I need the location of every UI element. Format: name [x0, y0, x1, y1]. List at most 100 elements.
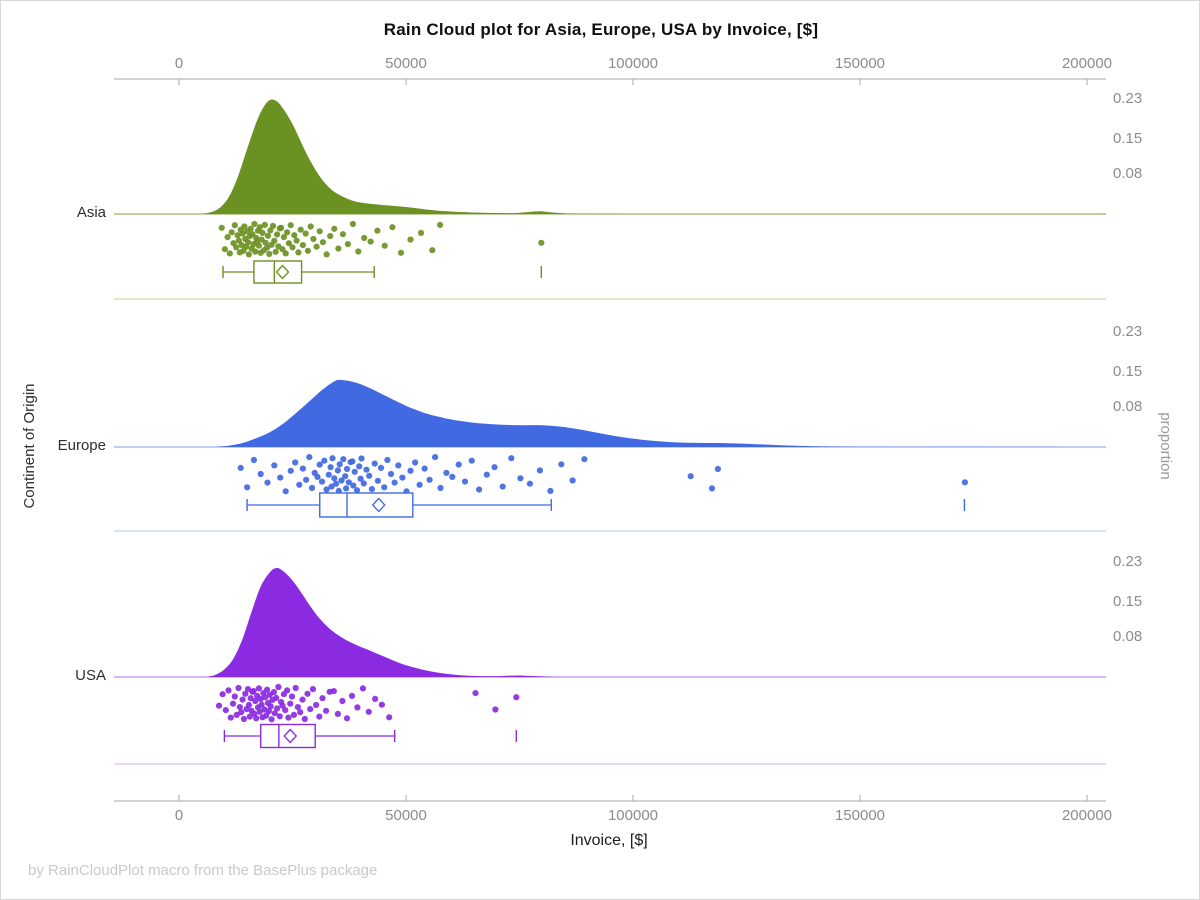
- density-cloud-europe: [215, 379, 1087, 447]
- top-x-tick-label: 50000: [385, 55, 427, 72]
- proportion-tick-label: 0.15: [1113, 363, 1143, 380]
- rain-point-asia: [397, 249, 405, 256]
- rain-point-usa: [287, 700, 294, 707]
- mean-diamond: [371, 497, 386, 513]
- rain-point-europe: [318, 478, 326, 485]
- rain-point-europe: [331, 475, 338, 482]
- category-label-europe: Europe: [57, 437, 106, 454]
- rain-point-usa: [343, 715, 351, 722]
- rain-point-europe: [412, 459, 419, 466]
- rain-point-asia: [429, 247, 436, 254]
- rain-point-europe: [407, 467, 414, 474]
- rain-point-europe: [264, 479, 271, 486]
- rain-point-asia: [331, 225, 338, 232]
- rain-point-usa: [267, 703, 274, 710]
- rain-point-europe: [381, 484, 388, 491]
- rain-point-europe: [536, 467, 544, 474]
- rain-point-usa: [301, 715, 308, 723]
- rain-point-europe: [547, 487, 554, 494]
- rain-point-europe: [526, 480, 534, 487]
- rain-point-usa: [292, 684, 299, 692]
- rain-point-europe: [395, 462, 402, 469]
- y2-axis-title: proportion: [1157, 412, 1174, 480]
- proportion-tick-label: 0.23: [1113, 90, 1143, 107]
- rain-point-asia: [251, 220, 258, 228]
- rain-point-europe: [308, 484, 316, 492]
- rain-point-europe: [250, 456, 257, 464]
- x-axis-title: Invoice, [$]: [570, 832, 648, 849]
- rain-point-usa: [273, 694, 280, 702]
- rain-point-asia: [256, 224, 263, 231]
- rain-point-asia: [261, 221, 268, 228]
- rain-point-asia: [407, 236, 414, 243]
- bottom-x-tick-label: 200000: [1061, 807, 1113, 824]
- rain-point-asia: [307, 223, 314, 230]
- rain-point-europe: [708, 485, 716, 492]
- rain-point-asia: [278, 224, 285, 231]
- rain-point-usa: [268, 716, 275, 723]
- rain-point-asia: [280, 234, 287, 241]
- rain-point-europe: [437, 484, 444, 492]
- rain-point-europe: [421, 465, 428, 472]
- top-x-tick-label: 150000: [834, 55, 886, 72]
- rain-point-europe: [343, 485, 350, 492]
- rain-point-europe: [349, 458, 356, 465]
- rain-point-asia: [323, 251, 330, 258]
- rain-point-europe: [314, 473, 321, 480]
- rain-point-europe: [353, 487, 361, 494]
- rain-point-asia: [241, 223, 248, 230]
- rain-point-europe: [321, 457, 328, 464]
- rain-point-asia: [316, 228, 323, 235]
- rain-point-usa: [274, 705, 281, 712]
- rain-point-europe: [371, 460, 378, 467]
- rain-point-usa: [299, 696, 306, 703]
- top-x-tick-label: 200000: [1061, 55, 1113, 72]
- rain-point-asia: [344, 241, 351, 248]
- rain-point-usa: [513, 694, 520, 701]
- proportion-tick-label: 0.08: [1113, 398, 1143, 415]
- rain-point-usa: [348, 692, 356, 700]
- rain-point-asia: [287, 222, 294, 229]
- y-axis-title: Continent of Origin: [21, 383, 38, 509]
- rain-point-asia: [335, 245, 342, 252]
- rain-point-asia: [271, 237, 278, 244]
- rain-point-usa: [240, 715, 247, 723]
- rain-point-usa: [236, 704, 243, 711]
- rain-point-asia: [389, 224, 396, 231]
- rain-point-usa: [282, 707, 289, 714]
- rain-point-usa: [339, 697, 346, 705]
- rain-point-europe: [329, 455, 336, 462]
- rain-point-europe: [461, 478, 469, 485]
- rain-point-asia: [272, 248, 279, 255]
- rain-point-usa: [245, 701, 252, 709]
- rain-point-usa: [219, 691, 226, 698]
- rain-point-asia: [218, 224, 225, 231]
- rain-point-europe: [714, 465, 722, 473]
- rain-point-usa: [284, 687, 291, 694]
- rain-point-europe: [569, 477, 576, 484]
- rain-point-europe: [325, 471, 332, 478]
- rain-point-asia: [291, 232, 298, 239]
- rain-point-europe: [299, 465, 306, 472]
- rain-point-asia: [297, 226, 304, 233]
- rain-point-europe: [333, 480, 340, 487]
- bottom-x-tick-label: 0: [174, 807, 184, 824]
- rain-point-europe: [351, 468, 358, 475]
- rain-point-asia: [349, 220, 356, 228]
- rain-point-europe: [343, 465, 351, 473]
- rain-point-usa: [247, 695, 254, 702]
- rain-point-usa: [297, 709, 304, 716]
- rain-point-usa: [294, 704, 301, 711]
- rain-point-europe: [499, 483, 506, 490]
- rain-point-asia: [285, 240, 292, 247]
- rain-point-usa: [330, 688, 337, 695]
- rain-point-europe: [328, 483, 335, 490]
- rain-point-usa: [256, 708, 263, 715]
- rain-point-europe: [334, 467, 341, 474]
- rain-point-usa: [253, 715, 260, 722]
- rain-point-asia: [235, 237, 242, 244]
- rain-point-europe: [374, 477, 381, 484]
- rain-point-asia: [538, 239, 545, 246]
